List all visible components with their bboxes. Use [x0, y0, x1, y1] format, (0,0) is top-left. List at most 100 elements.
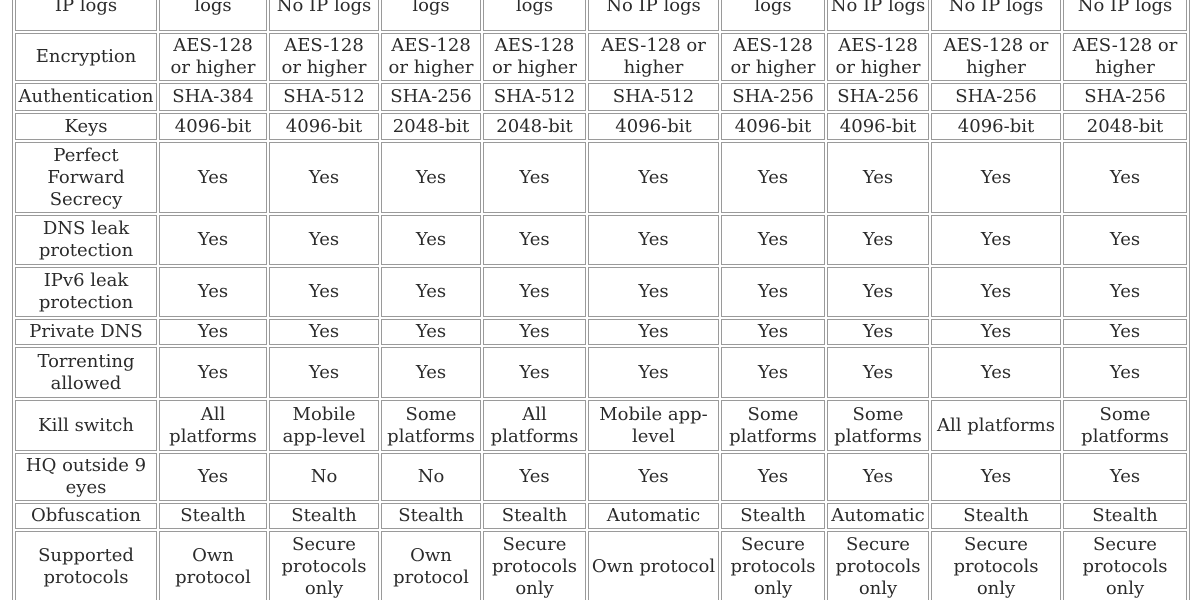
table-cell: Yes: [931, 215, 1061, 265]
table-cell: Own protocol: [588, 531, 719, 600]
table-cell: Secure protocols only: [1063, 531, 1187, 600]
row-header: HQ outside 9 eyes: [15, 453, 157, 501]
table-cell: Yes: [159, 267, 267, 317]
table-cell: Yes: [721, 215, 825, 265]
row-header: DNS leak protection: [15, 215, 157, 265]
table-cell: Some platforms: [1063, 400, 1187, 451]
table-cell: Yes: [721, 347, 825, 398]
table-cell: Yes: [269, 319, 379, 345]
table-cell: SHA-512: [483, 83, 586, 111]
table-row: Keys 4096-bit 4096-bit 2048-bit 2048-bit 4096…: [15, 113, 1187, 140]
table-cell: logs: [159, 0, 267, 31]
table-cell: SHA-256: [931, 83, 1061, 111]
table-cell: Yes: [588, 319, 719, 345]
table-cell: 4096-bit: [827, 113, 929, 140]
table-cell: Yes: [1063, 267, 1187, 317]
table-cell: 4096-bit: [721, 113, 825, 140]
table-cell: AES-128 or higher: [381, 33, 481, 81]
table-cell: No: [381, 453, 481, 501]
table-cell: Stealth: [269, 503, 379, 529]
table-cell: Yes: [721, 453, 825, 501]
row-header: Authentication: [15, 83, 157, 111]
table-cell: Yes: [483, 319, 586, 345]
table-cell: Yes: [721, 142, 825, 213]
table-cell: Yes: [588, 347, 719, 398]
table-cell: Yes: [381, 215, 481, 265]
table-cell: logs: [721, 0, 825, 31]
table-cell: AES-128 or higher: [827, 33, 929, 81]
table-row: Perfect Forward Secrecy Yes Yes Yes Yes Yes Ye…: [15, 142, 1187, 213]
table-cell: SHA-384: [159, 83, 267, 111]
table-cell: Yes: [588, 453, 719, 501]
table-cell: Yes: [1063, 215, 1187, 265]
table-cell: Yes: [483, 142, 586, 213]
table-cell: Yes: [1063, 453, 1187, 501]
table-cell: Yes: [381, 347, 481, 398]
table-cell: 4096-bit: [269, 113, 379, 140]
table-cell: Stealth: [483, 503, 586, 529]
table-cell: Yes: [931, 142, 1061, 213]
table-cell: All platforms: [483, 400, 586, 451]
table-cell: AES-128 or higher: [1063, 33, 1187, 81]
table-cell: 2048-bit: [381, 113, 481, 140]
table-cell: Yes: [588, 215, 719, 265]
table-cell: Yes: [483, 267, 586, 317]
table-cell: SHA-512: [269, 83, 379, 111]
row-header: IP logs: [15, 0, 157, 31]
table-cell: Stealth: [931, 503, 1061, 529]
table-cell: Yes: [159, 319, 267, 345]
table-cell: 4096-bit: [588, 113, 719, 140]
table-cell: No IP logs: [827, 0, 929, 31]
table-cell: Yes: [269, 215, 379, 265]
table-cell: Yes: [931, 267, 1061, 317]
table-cell: Some platforms: [381, 400, 481, 451]
table-cell: All platforms: [931, 400, 1061, 451]
table-cell: Yes: [1063, 142, 1187, 213]
table-cell: Yes: [269, 142, 379, 213]
table-row: Encryption AES-128 or higher AES-128 or hi…: [15, 33, 1187, 81]
table-cell: Yes: [483, 347, 586, 398]
table-cell: Yes: [269, 347, 379, 398]
table-row: Obfuscation Stealth Stealth Stealth Stealth A…: [15, 503, 1187, 529]
table-cell: No: [269, 453, 379, 501]
table-cell: AES-128 or higher: [483, 33, 586, 81]
table-cell: Secure protocols only: [721, 531, 825, 600]
table-cell: Some platforms: [827, 400, 929, 451]
table-row: Authentication SHA-384 SHA-512 SHA-256 SHA-5…: [15, 83, 1187, 111]
table-cell: SHA-256: [381, 83, 481, 111]
table-cell: 2048-bit: [483, 113, 586, 140]
table-cell: Yes: [381, 142, 481, 213]
table-cell: Automatic: [588, 503, 719, 529]
table-cell: Yes: [483, 453, 586, 501]
table-cell: Yes: [381, 267, 481, 317]
row-header: Private DNS: [15, 319, 157, 345]
table-cell: Own protocol: [159, 531, 267, 600]
row-header: Kill switch: [15, 400, 157, 451]
table-cell: Yes: [159, 215, 267, 265]
table-row: Supported protocols Own protocol Secure pr…: [15, 531, 1187, 600]
table-cell: No IP logs: [269, 0, 379, 31]
table-cell: AES-128 or higher: [721, 33, 825, 81]
table-cell: Yes: [159, 347, 267, 398]
table-cell: Stealth: [159, 503, 267, 529]
table-cell: Yes: [827, 347, 929, 398]
table-cell: logs: [483, 0, 586, 31]
table-cell: No IP logs: [931, 0, 1061, 31]
table-row: Kill switch All platforms Mobile app-level…: [15, 400, 1187, 451]
table-cell: Yes: [1063, 319, 1187, 345]
row-header: Perfect Forward Secrecy: [15, 142, 157, 213]
comparison-table: IP logs logs No IP logs logs logs No IP logs l…: [12, 0, 1190, 600]
table-cell: SHA-256: [1063, 83, 1187, 111]
table-cell: AES-128 or higher: [931, 33, 1061, 81]
table-cell: Yes: [827, 319, 929, 345]
table-cell: All platforms: [159, 400, 267, 451]
table-cell: SHA-256: [721, 83, 825, 111]
table-cell: Yes: [721, 319, 825, 345]
table-cell: No IP logs: [588, 0, 719, 31]
table-cell: Secure protocols only: [827, 531, 929, 600]
table-cell: Secure protocols only: [931, 531, 1061, 600]
table-cell: Yes: [588, 267, 719, 317]
table-cell: AES-128 or higher: [269, 33, 379, 81]
table-row: HQ outside 9 eyes Yes No No Yes Yes Yes Yes Yes Y…: [15, 453, 1187, 501]
